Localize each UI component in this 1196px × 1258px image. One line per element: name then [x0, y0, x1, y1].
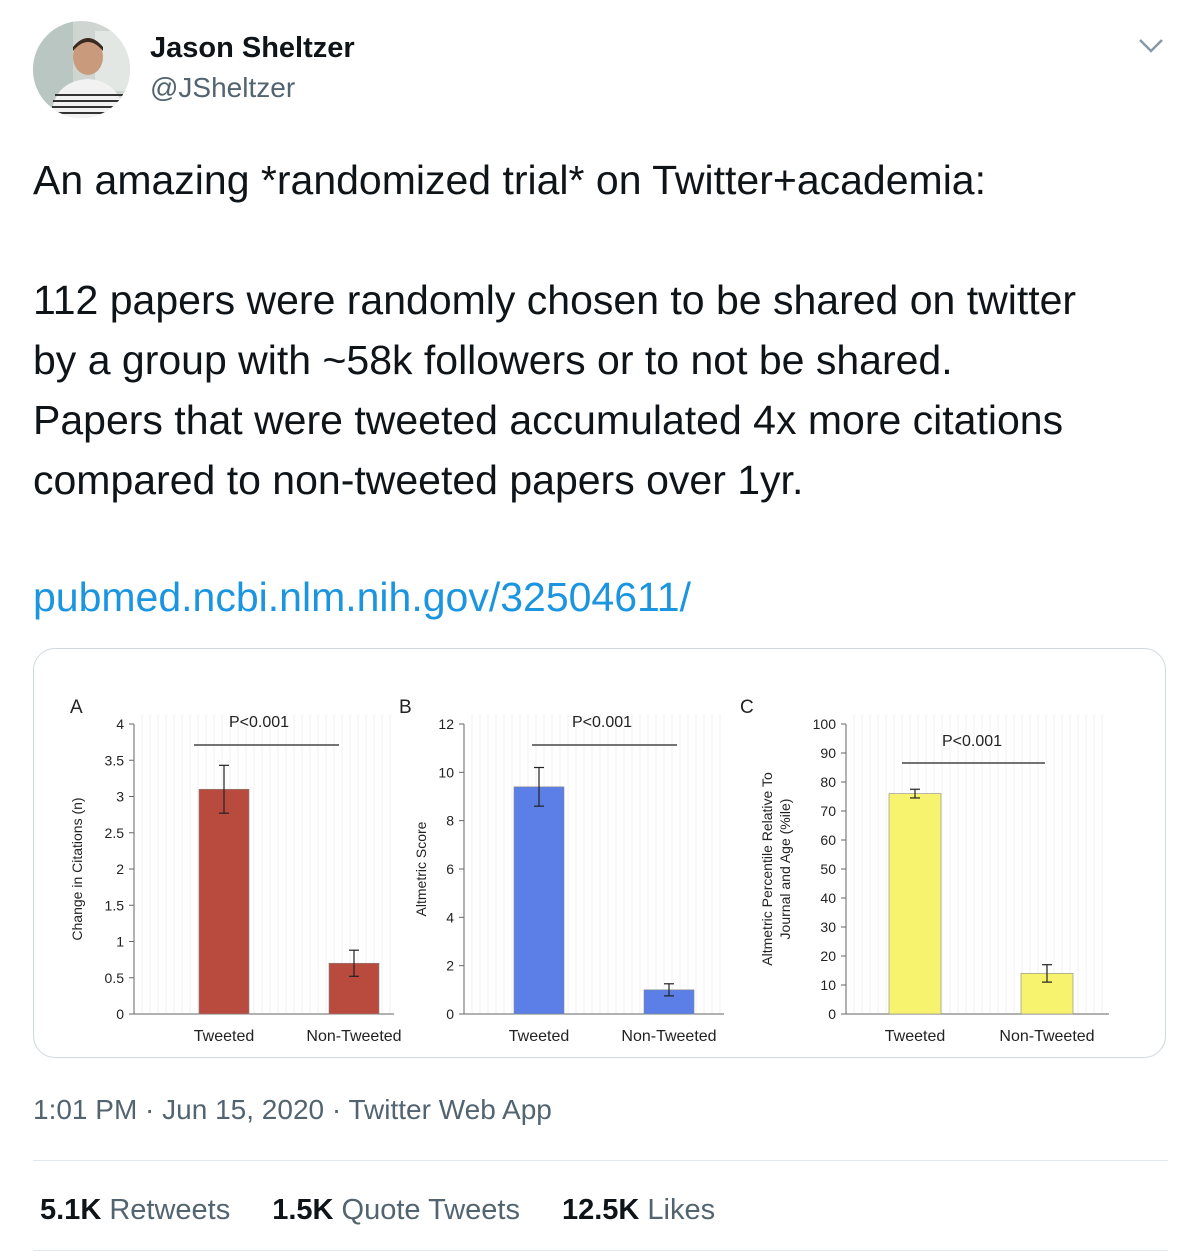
chevron-down-icon[interactable]: [1136, 34, 1166, 58]
y-tick-label: 2: [116, 861, 124, 877]
significance-label: P<0.001: [229, 714, 289, 731]
tweet-text-line: Papers that were tweeted accumulated 4x …: [33, 397, 1064, 443]
y-axis-label: Altmetric Score: [413, 821, 429, 916]
x-tick-label: Tweeted: [885, 1028, 945, 1045]
y-tick-label: 0: [446, 1006, 454, 1022]
bar: [513, 786, 565, 1015]
likes-stat[interactable]: 12.5K Likes: [562, 1194, 715, 1227]
tweet-text-line: by a group with ~58k followers or to not…: [33, 337, 953, 383]
significance-label: P<0.001: [942, 733, 1002, 750]
tweet-text-line: An amazing *randomized trial* on Twitter…: [33, 157, 986, 203]
divider: [33, 1160, 1168, 1161]
panel-label: B: [399, 697, 412, 718]
meta-separator: ·: [324, 1094, 349, 1125]
tweet-text-line: compared to non-tweeted papers over 1yr.: [33, 457, 804, 503]
x-tick-label: Non-Tweeted: [621, 1028, 716, 1045]
y-tick-label: 8: [446, 813, 454, 829]
y-tick-label: 10: [438, 764, 454, 780]
quotes-count: 1.5K: [272, 1194, 334, 1226]
tweet-text: An amazing *randomized trial* on Twitter…: [33, 150, 1173, 510]
tweet-time[interactable]: 1:01 PM: [33, 1094, 138, 1125]
tweet-meta: 1:01 PM · Jun 15, 2020 · Twitter Web App: [33, 1094, 552, 1126]
likes-label: Likes: [639, 1194, 716, 1226]
y-tick-label: 0: [116, 1006, 124, 1022]
quotes-label: Quote Tweets: [333, 1194, 520, 1226]
divider: [33, 1250, 1168, 1251]
y-tick-label: 4: [446, 909, 454, 925]
retweets-stat[interactable]: 5.1K Retweets: [40, 1194, 230, 1227]
retweets-count: 5.1K: [40, 1194, 102, 1226]
tweet-source[interactable]: Twitter Web App: [348, 1094, 552, 1125]
y-tick-label: 3.5: [105, 752, 125, 768]
avatar[interactable]: [33, 21, 130, 118]
y-tick-label: 60: [820, 832, 836, 848]
y-tick-label: 2: [446, 958, 454, 974]
x-tick-label: Tweeted: [509, 1028, 569, 1045]
quote-tweets-stat[interactable]: 1.5K Quote Tweets: [272, 1194, 520, 1227]
y-tick-label: 20: [820, 948, 836, 964]
y-axis-label: Change in Citations (n): [69, 797, 85, 940]
y-tick-label: 30: [820, 919, 836, 935]
y-tick-label: 2.5: [105, 825, 125, 841]
y-axis-label: Journal and Age (%ile): [777, 799, 793, 940]
y-tick-label: 40: [820, 890, 836, 906]
x-tick-label: Non-Tweeted: [306, 1028, 401, 1045]
y-tick-label: 90: [820, 745, 836, 761]
engagement-stats: 5.1K Retweets 1.5K Quote Tweets 12.5K Li…: [40, 1194, 757, 1227]
pubmed-link[interactable]: pubmed.ncbi.nlm.nih.gov/32504611/: [33, 574, 691, 620]
display-name[interactable]: Jason Sheltzer: [150, 32, 355, 64]
y-tick-label: 0: [828, 1006, 836, 1022]
likes-count: 12.5K: [561, 1194, 640, 1226]
charts-figure: A 0 0.5 1 1.5 2 2.5 3 3.5 4 Change in Citations (n…: [69, 697, 1109, 1045]
x-tick-label: Tweeted: [194, 1028, 254, 1045]
y-axis-label: Altmetric Percentile Relative To: [759, 772, 775, 966]
x-tick-label: Non-Tweeted: [999, 1028, 1094, 1045]
y-tick-label: 1: [116, 934, 124, 950]
tweet-text-line: 112 papers were randomly chosen to be sh…: [33, 277, 1077, 323]
y-tick-label: 0.5: [105, 970, 125, 986]
retweets-label: Retweets: [101, 1194, 231, 1226]
y-tick-label: 50: [820, 861, 836, 877]
y-tick-label: 80: [820, 774, 836, 790]
y-tick-label: 70: [820, 803, 836, 819]
media-card[interactable]: A 0 0.5 1 1.5 2 2.5 3 3.5 4 Change in Citations (n…: [33, 648, 1166, 1058]
y-tick-label: 6: [446, 861, 454, 877]
bar: [328, 962, 380, 1015]
user-handle[interactable]: @JSheltzer: [150, 72, 296, 103]
y-tick-label: 10: [820, 977, 836, 993]
bar: [198, 788, 250, 1015]
y-tick-label: 12: [438, 716, 454, 732]
meta-separator: ·: [137, 1094, 163, 1125]
y-tick-label: 100: [813, 716, 837, 732]
significance-label: P<0.001: [572, 714, 632, 731]
y-tick-label: 1.5: [105, 897, 125, 913]
panel-label: A: [70, 697, 83, 718]
panel-label: C: [740, 697, 754, 718]
bar: [888, 793, 942, 1015]
y-tick-label: 3: [116, 789, 124, 805]
tweet-date[interactable]: Jun 15, 2020: [162, 1094, 325, 1125]
y-tick-label: 4: [116, 716, 124, 732]
